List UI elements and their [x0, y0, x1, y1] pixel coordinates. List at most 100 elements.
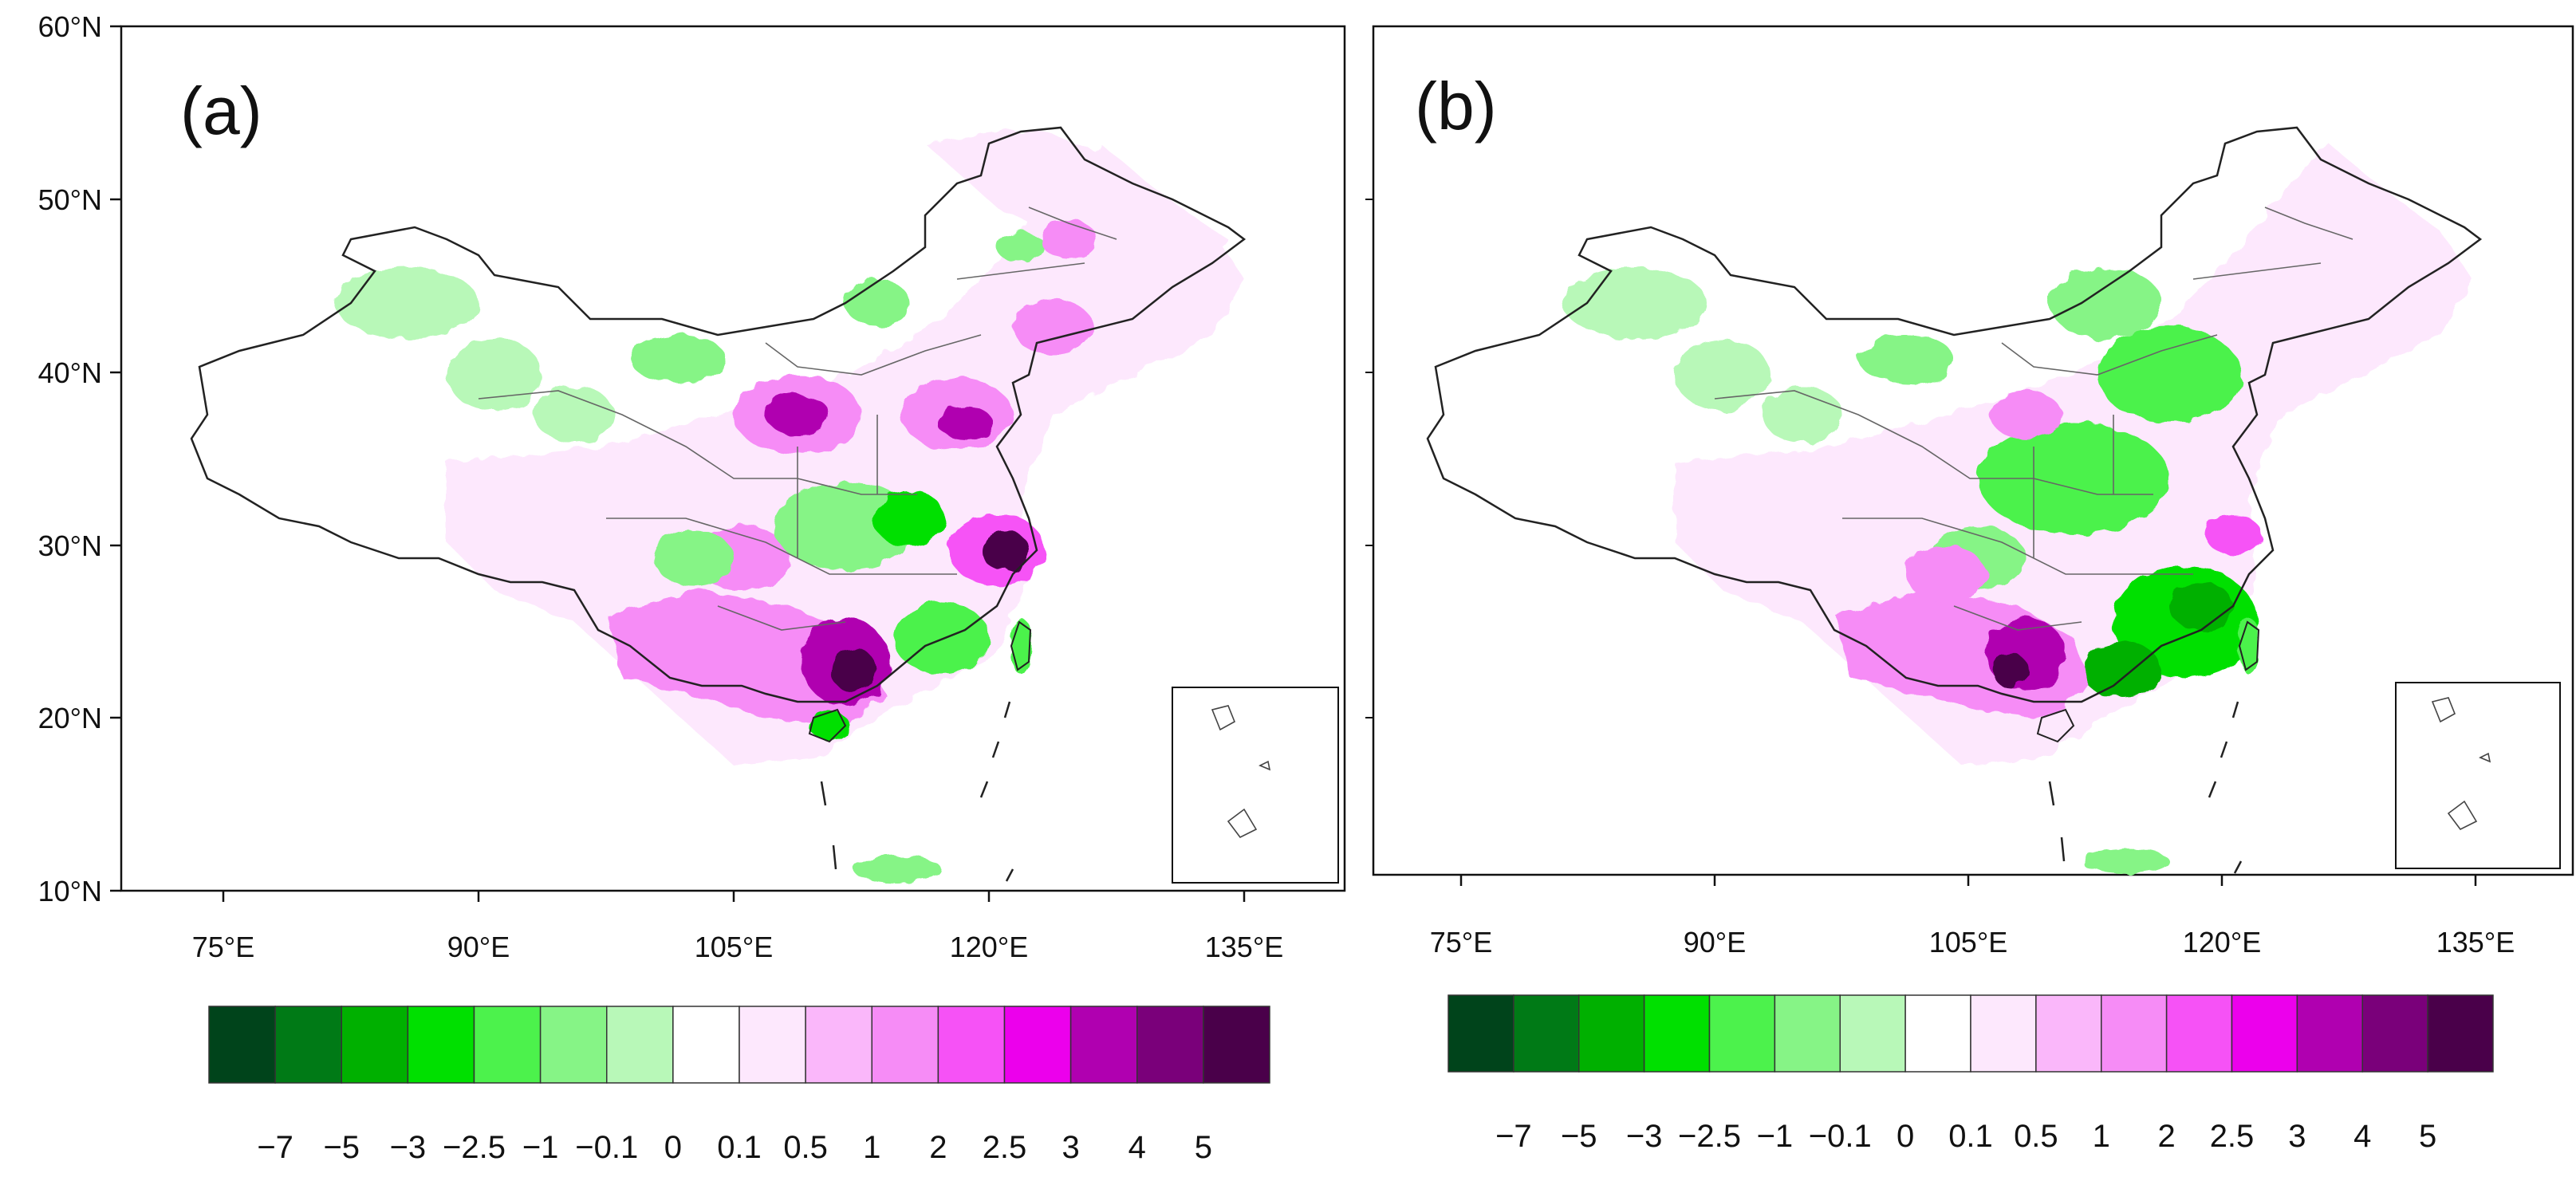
panel-a-map: (a) 60°N 50°N 40°N 30°N 20°N 10°N 75°E 9…	[38, 10, 1346, 963]
panel-a-taiwan-outline	[1010, 620, 1032, 671]
panel-b-lat-ticks	[1365, 199, 1373, 718]
colorbar-label: −2.5	[1678, 1119, 1741, 1154]
colorbar-label: 0.5	[2014, 1119, 2058, 1154]
panel-a-lat-axis: 60°N 50°N 40°N 30°N 20°N 10°N	[38, 10, 121, 907]
lat-tick-label: 10°N	[38, 875, 102, 907]
panel-a-lon-axis: 75°E 90°E 105°E 120°E 135°E	[192, 891, 1283, 963]
colorbar-swatch	[2035, 994, 2102, 1073]
colorbar-swatch	[473, 1006, 542, 1084]
colorbar-swatch	[871, 1006, 939, 1084]
colorbar-swatch	[2296, 994, 2363, 1073]
lon-tick-label: 90°E	[447, 931, 510, 963]
colorbar-swatch	[606, 1006, 674, 1084]
panel-b-hainan-outline	[2036, 708, 2075, 743]
lat-tick-label: 20°N	[38, 702, 102, 734]
colorbar-label: −3	[1626, 1119, 1663, 1154]
colorbar-swatch	[274, 1006, 342, 1084]
colorbar-label: 0.1	[717, 1130, 762, 1165]
colorbar-label: −7	[1495, 1119, 1532, 1154]
colorbar-swatch	[1069, 1006, 1138, 1084]
colorbar-swatch	[1774, 994, 1841, 1073]
colorbar-swatch	[2165, 994, 2233, 1073]
colorbar-label: 1	[863, 1130, 880, 1165]
colorbar-label: 0.1	[1948, 1119, 1993, 1154]
panel-b-taiwan-outline	[2238, 620, 2260, 671]
colorbar-label: −2.5	[443, 1130, 506, 1165]
panel-b-label: (b)	[1415, 69, 1497, 144]
colorbar-swatch	[1904, 994, 1971, 1073]
lon-tick-label: 135°E	[1205, 931, 1283, 963]
colorbar-label: 2	[929, 1130, 947, 1165]
lon-tick-label: 90°E	[1684, 926, 1746, 959]
panel-b-map: (b) 75°E 90°E 105°E 120°E 135°E	[1365, 25, 2574, 959]
lat-tick-label: 60°N	[38, 10, 102, 43]
colorbar-label: −1	[522, 1130, 559, 1165]
lon-tick-label: 105°E	[1929, 926, 2007, 959]
colorbar-label: 3	[2288, 1119, 2306, 1154]
colorbar-swatch	[1970, 994, 2037, 1073]
panel-b-nine-dash-line	[2048, 701, 2243, 874]
colorbar-label: 2.5	[983, 1130, 1027, 1165]
colorbar-label: −7	[257, 1130, 293, 1165]
colorbar-swatch	[2101, 994, 2168, 1073]
colorbar-swatch	[208, 1006, 276, 1084]
colorbar-b: −7 −5 −3 −2.5 −1 −0.1 0 0.1 0.5 1 2 2.5 3 4 5	[1448, 994, 2494, 1154]
panel-a-province-lines	[478, 207, 1117, 631]
panel-b-inset	[2395, 682, 2561, 869]
colorbar-label: −0.1	[575, 1130, 638, 1165]
colorbar-label: −3	[390, 1130, 427, 1165]
panel-a-nine-dash-line	[820, 701, 1014, 882]
colorbar-swatch	[1708, 994, 1776, 1073]
lon-tick-label: 75°E	[192, 931, 254, 963]
colorbar-swatch	[1839, 994, 1906, 1073]
colorbar-swatch	[539, 1006, 608, 1084]
colorbar-label: −5	[1561, 1119, 1597, 1154]
panel-a-inset	[1172, 687, 1339, 884]
colorbar-swatch	[1003, 1006, 1072, 1084]
colorbar-swatch	[2427, 994, 2494, 1073]
panel-a-hainan-outline	[808, 708, 847, 743]
colorbar-swatch	[2231, 994, 2298, 1073]
colorbar-swatch	[1136, 1006, 1204, 1084]
lon-tick-label: 120°E	[2183, 926, 2261, 959]
panel-b-lon-axis: 75°E 90°E 105°E 120°E 135°E	[1430, 875, 2515, 959]
panel-a-anomaly-field	[335, 128, 1244, 884]
colorbar-label: −1	[1757, 1119, 1794, 1154]
colorbar-swatch	[672, 1006, 740, 1084]
colorbar-label: 0	[1897, 1119, 1914, 1154]
colorbar-swatch	[1643, 994, 1711, 1073]
panel-b-country-outline	[1426, 126, 2483, 703]
panel-a-inset-islands	[1211, 705, 1271, 839]
colorbar-a: −7 −5 −3 −2.5 −1 −0.1 0 0.1 0.5 1 2 2.5 3 4 5	[208, 1006, 1270, 1165]
colorbar-label: 0.5	[783, 1130, 828, 1165]
panel-b-anomaly-field	[1563, 144, 2472, 874]
colorbar-label: −0.1	[1809, 1119, 1872, 1154]
lat-tick-label: 50°N	[38, 183, 102, 216]
colorbar-label: 4	[2353, 1119, 2371, 1154]
lon-tick-label: 120°E	[950, 931, 1028, 963]
colorbar-label: 3	[1062, 1130, 1080, 1165]
lat-tick-label: 30°N	[38, 529, 102, 562]
panel-a-label: (a)	[180, 73, 262, 148]
colorbar-swatch	[937, 1006, 1006, 1084]
colorbar-swatch	[341, 1006, 409, 1084]
colorbar-swatch	[805, 1006, 872, 1084]
colorbar-swatch	[1203, 1006, 1270, 1084]
lon-tick-label: 105°E	[695, 931, 773, 963]
colorbar-label: 4	[1128, 1130, 1146, 1165]
colorbar-label: 2.5	[2210, 1119, 2255, 1154]
colorbar-swatch	[2361, 994, 2428, 1073]
colorbar-label: 1	[2093, 1119, 2110, 1154]
colorbar-swatch	[739, 1006, 806, 1084]
panel-a-country-outline	[190, 126, 1247, 703]
colorbar-swatch	[1513, 994, 1580, 1073]
lon-tick-label: 135°E	[2436, 926, 2515, 959]
colorbar-swatch	[1578, 994, 1645, 1073]
colorbar-label: 2	[2158, 1119, 2176, 1154]
colorbar-label: 0	[664, 1130, 682, 1165]
colorbar-label: −5	[323, 1130, 360, 1165]
colorbar-swatch	[1448, 994, 1514, 1073]
lon-tick-label: 75°E	[1430, 926, 1492, 959]
colorbar-label: 5	[2419, 1119, 2436, 1154]
